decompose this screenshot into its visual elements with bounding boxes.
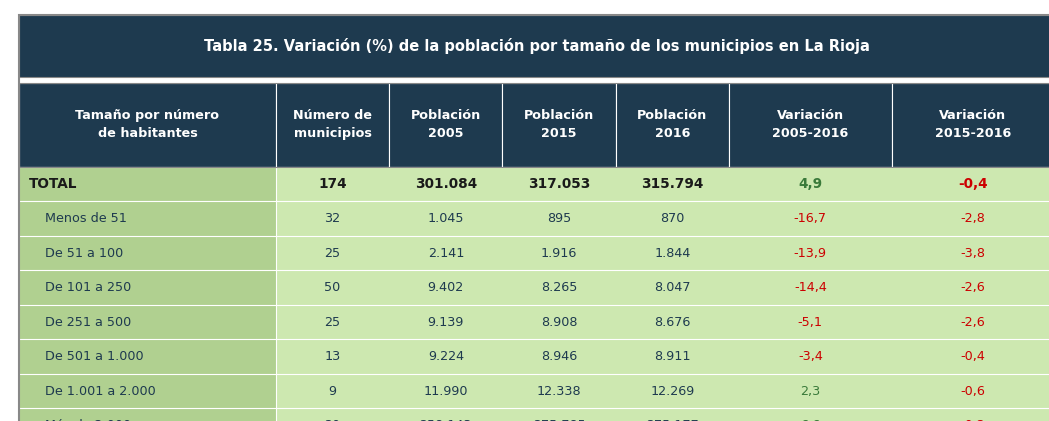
Text: 25: 25 bbox=[324, 247, 341, 259]
Text: De 251 a 500: De 251 a 500 bbox=[45, 316, 131, 328]
Bar bbox=[389, 83, 502, 167]
Text: 9.402: 9.402 bbox=[428, 281, 464, 294]
Text: 1.844: 1.844 bbox=[655, 247, 690, 259]
Text: -14,4: -14,4 bbox=[794, 281, 827, 294]
Text: 8.911: 8.911 bbox=[655, 350, 690, 363]
Text: -0,4: -0,4 bbox=[961, 350, 985, 363]
Text: 9: 9 bbox=[328, 385, 337, 397]
Text: -3,4: -3,4 bbox=[798, 350, 822, 363]
Text: Población
2016: Población 2016 bbox=[638, 109, 707, 140]
Text: 13: 13 bbox=[324, 350, 341, 363]
Text: De 101 a 250: De 101 a 250 bbox=[45, 281, 131, 294]
Text: 8.676: 8.676 bbox=[655, 316, 690, 328]
Text: 2.141: 2.141 bbox=[428, 247, 464, 259]
Bar bbox=[19, 83, 276, 167]
Text: 275.177: 275.177 bbox=[646, 419, 699, 421]
Text: 8.047: 8.047 bbox=[655, 281, 690, 294]
Text: De 1.001 a 2.000: De 1.001 a 2.000 bbox=[45, 385, 156, 397]
Bar bbox=[892, 83, 1049, 167]
Text: 20: 20 bbox=[324, 419, 341, 421]
Text: 275.785: 275.785 bbox=[533, 419, 585, 421]
Text: 11.990: 11.990 bbox=[424, 385, 468, 397]
Text: Número de
municipios: Número de municipios bbox=[293, 109, 372, 140]
Text: De 501 a 1.000: De 501 a 1.000 bbox=[45, 350, 144, 363]
Text: -16,7: -16,7 bbox=[794, 212, 827, 225]
Text: 9.139: 9.139 bbox=[428, 316, 464, 328]
Text: Tabla 25. Variación (%) de la población por tamaño de los municipios en La Rioja: Tabla 25. Variación (%) de la población … bbox=[204, 38, 870, 54]
Text: 12.269: 12.269 bbox=[650, 385, 694, 397]
Text: Variación
2005-2016: Variación 2005-2016 bbox=[772, 109, 849, 140]
Text: Tamaño por número
de habitantes: Tamaño por número de habitantes bbox=[76, 109, 219, 140]
Text: 301.084: 301.084 bbox=[414, 177, 477, 191]
Text: 12.338: 12.338 bbox=[537, 385, 581, 397]
Text: De 51 a 100: De 51 a 100 bbox=[45, 247, 124, 259]
Text: Variación
2015-2016: Variación 2015-2016 bbox=[935, 109, 1011, 140]
Text: -2,6: -2,6 bbox=[961, 316, 985, 328]
Text: 174: 174 bbox=[318, 177, 347, 191]
Text: 1.916: 1.916 bbox=[541, 247, 577, 259]
Text: 2,3: 2,3 bbox=[800, 385, 820, 397]
Text: -3,8: -3,8 bbox=[961, 247, 985, 259]
Text: Población
2015: Población 2015 bbox=[524, 109, 594, 140]
Text: TOTAL: TOTAL bbox=[29, 177, 78, 191]
Bar bbox=[19, 83, 1049, 167]
Text: Menos de 51: Menos de 51 bbox=[45, 212, 127, 225]
Text: -2,8: -2,8 bbox=[961, 212, 985, 225]
Bar bbox=[19, 15, 1049, 77]
Text: 317.053: 317.053 bbox=[528, 177, 591, 191]
Bar bbox=[19, 167, 276, 421]
Text: -0,6: -0,6 bbox=[961, 385, 985, 397]
Text: -0,4: -0,4 bbox=[958, 177, 988, 191]
Text: 315.794: 315.794 bbox=[641, 177, 704, 191]
Bar bbox=[276, 83, 389, 167]
Text: 258.143: 258.143 bbox=[420, 419, 472, 421]
Text: 895: 895 bbox=[547, 212, 572, 225]
Text: 8.908: 8.908 bbox=[541, 316, 577, 328]
Text: -5,1: -5,1 bbox=[798, 316, 822, 328]
Text: -2,6: -2,6 bbox=[961, 281, 985, 294]
Text: 32: 32 bbox=[324, 212, 341, 225]
Text: -0,2: -0,2 bbox=[961, 419, 985, 421]
Text: 25: 25 bbox=[324, 316, 341, 328]
Bar bbox=[616, 83, 729, 167]
Text: 9.224: 9.224 bbox=[428, 350, 464, 363]
Text: Más de 2.000: Más de 2.000 bbox=[45, 419, 131, 421]
Bar bbox=[502, 83, 616, 167]
Text: -13,9: -13,9 bbox=[794, 247, 827, 259]
Text: 870: 870 bbox=[660, 212, 685, 225]
Bar bbox=[19, 15, 1049, 77]
Bar bbox=[19, 167, 1049, 421]
Text: 8.265: 8.265 bbox=[541, 281, 577, 294]
Bar bbox=[19, 77, 1049, 83]
Text: 1.045: 1.045 bbox=[428, 212, 464, 225]
Text: 4,9: 4,9 bbox=[798, 177, 822, 191]
Text: 50: 50 bbox=[324, 281, 341, 294]
Bar bbox=[729, 83, 892, 167]
Text: Población
2005: Población 2005 bbox=[411, 109, 480, 140]
Text: 8.946: 8.946 bbox=[541, 350, 577, 363]
Text: 6,6: 6,6 bbox=[800, 419, 820, 421]
